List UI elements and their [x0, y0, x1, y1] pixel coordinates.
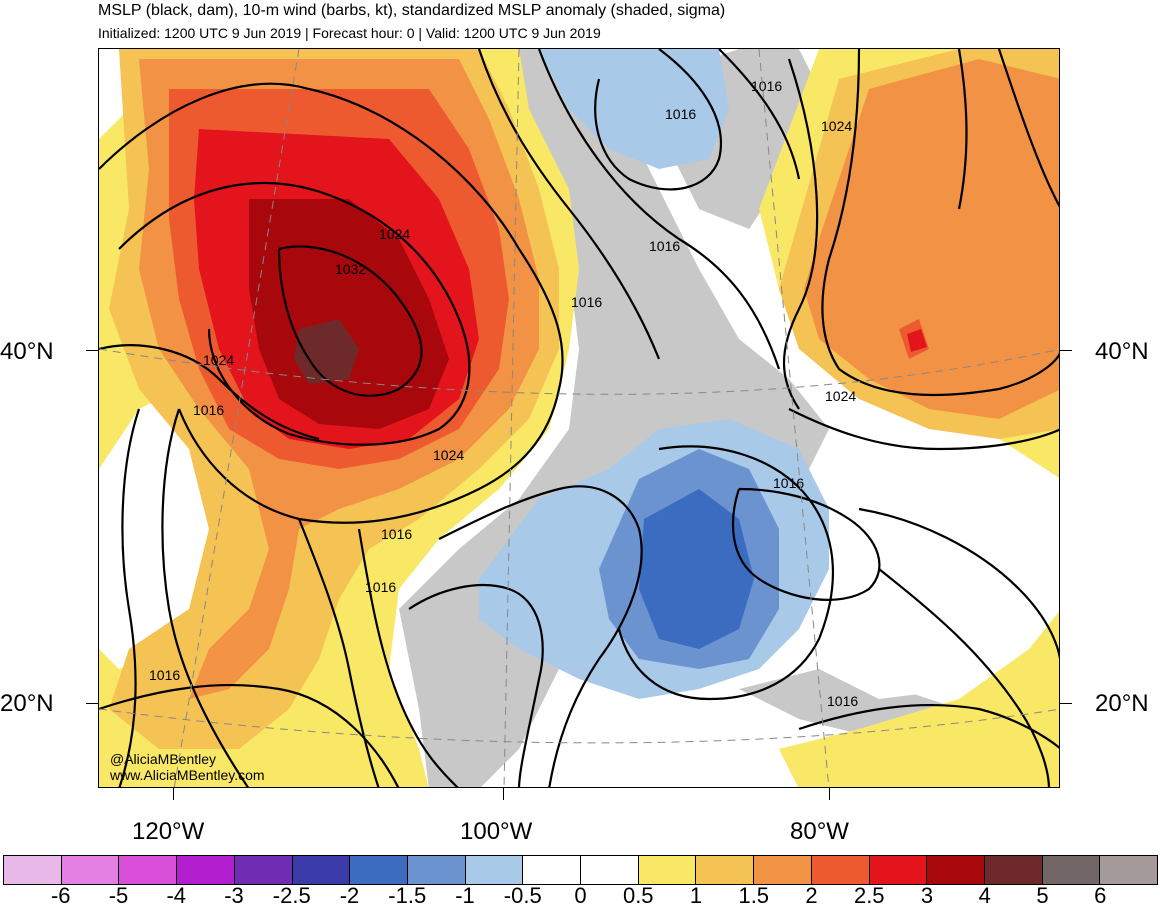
colorbar-swatch: [696, 856, 755, 884]
lat-label-20n-right: 20°N: [1095, 690, 1149, 717]
colorbar-swatch: [4, 856, 62, 884]
lon-label-100w: 100°W: [460, 818, 533, 845]
chart-title: MSLP (black, dam), 10-m wind (barbs, kt)…: [98, 2, 726, 19]
colorbar-tick-label: -3: [224, 883, 244, 908]
colorbar-tick-label: 2: [805, 883, 818, 908]
contour-label: 1032: [335, 261, 366, 277]
contour-label: 1016: [571, 294, 602, 310]
tick: [1060, 350, 1072, 351]
tick: [173, 788, 174, 800]
tick: [86, 350, 98, 351]
graticule: [99, 49, 1059, 787]
colorbar-tick-label: 5: [1036, 883, 1049, 908]
colorbar-tick-label: -1.5: [388, 883, 427, 908]
colorbar-swatch: [811, 856, 870, 884]
colorbar-swatch: [1042, 856, 1101, 884]
contour-label: 1016: [649, 238, 680, 254]
map-canvas: 1016 1024 1016 1024 1032 1016 1024 1016 …: [99, 49, 1059, 787]
colorbar-swatch: [407, 856, 466, 884]
colorbar-labels: -6 -5 -4 -3 -2.5 -2 -1.5 -1 -0.5 0 0.5 1 1.5 2 2.5 3 4 5 6: [0, 883, 1160, 911]
colorbar-tick-label: 1.5: [738, 883, 770, 908]
lat-label-40n-left: 40°N: [0, 338, 54, 365]
tick: [829, 788, 830, 800]
colorbar-swatch: [638, 856, 697, 884]
lon-label-80w: 80°W: [790, 818, 849, 845]
credit-handle: @AliciaMBentley: [110, 751, 217, 767]
chart-subtitle: Initialized: 1200 UTC 9 Jun 2019 | Forec…: [98, 25, 601, 41]
colorbar-swatch: [234, 856, 293, 884]
colorbar-swatch: [292, 856, 351, 884]
colorbar-swatch: [523, 856, 582, 884]
contour-label: 1024: [825, 388, 856, 404]
colorbar-tick-label: -4: [166, 883, 187, 908]
colorbar-tick-label: 3: [920, 883, 934, 908]
contour-label: 1016: [381, 526, 412, 542]
anomaly-positive-7: [294, 319, 359, 384]
colorbar-tick-label: -2.5: [272, 883, 311, 908]
contour-label: 1024: [821, 118, 852, 134]
contour-label: 1016: [193, 402, 224, 418]
colorbar-tick-label: 1: [689, 883, 703, 908]
contour-label: 1016: [365, 579, 396, 595]
anomaly-positive-5-northeast: [907, 329, 927, 352]
contour-label: 1016: [665, 106, 696, 122]
colorbar-tick-label: 0: [574, 883, 587, 908]
colorbar-swatch: [869, 856, 928, 884]
colorbar-swatch: [581, 856, 639, 884]
colorbar: [3, 855, 1158, 885]
colorbar-tick-label: -2: [339, 883, 360, 908]
colorbar-tick-label: 6: [1094, 883, 1107, 908]
colorbar-tick-label: 0.5: [622, 883, 654, 908]
colorbar-swatch: [754, 856, 812, 884]
contour-label: 1024: [433, 447, 464, 463]
colorbar-tick-label: -0.5: [503, 883, 542, 908]
tick: [503, 788, 504, 800]
contour-label: 1024: [379, 226, 410, 242]
contour-label-group: 1016 1024 1016 1024 1032 1016 1024 1016 …: [149, 78, 858, 709]
colorbar-swatch: [1100, 856, 1158, 884]
mslp-contours: [99, 49, 1059, 787]
colorbar-swatch: [119, 856, 178, 884]
colorbar-tick-label: -1: [455, 883, 475, 908]
contour-label: 1016: [773, 475, 804, 491]
colorbar-tick-label: -6: [50, 883, 71, 908]
colorbar-swatch: [350, 856, 408, 884]
colorbar-swatch: [177, 856, 235, 884]
colorbar-tick-label: -5: [108, 883, 129, 908]
lat-label-40n-right: 40°N: [1095, 338, 1149, 365]
colorbar-swatch: [984, 856, 1043, 884]
contour-label: 1016: [827, 693, 858, 709]
contour-label: 1016: [149, 667, 180, 683]
tick: [1060, 703, 1072, 704]
anomaly-positive-6: [249, 199, 449, 429]
anomaly-negative-2-north: [619, 59, 699, 139]
credit-website: www.AliciaMBentley.com: [110, 767, 265, 783]
contour-label: 1024: [203, 352, 234, 368]
ocean-atlantic-neutral: [819, 449, 1059, 699]
colorbar-tick-label: 2.5: [853, 883, 885, 908]
contour-label: 1016: [751, 78, 782, 94]
lon-label-120w: 120°W: [132, 818, 205, 845]
anomaly-negative-3-gulf: [639, 489, 754, 649]
colorbar-swatch: [61, 856, 120, 884]
map-panel: 1016 1024 1016 1024 1032 1016 1024 1016 …: [98, 48, 1060, 788]
tick: [86, 703, 98, 704]
anomaly-positive-3-east: [804, 59, 1059, 419]
colorbar-tick-label: 4: [978, 883, 991, 908]
colorbar-swatch: [465, 856, 524, 884]
lat-label-20n-left: 20°N: [0, 690, 54, 717]
colorbar-swatch: [927, 856, 985, 884]
